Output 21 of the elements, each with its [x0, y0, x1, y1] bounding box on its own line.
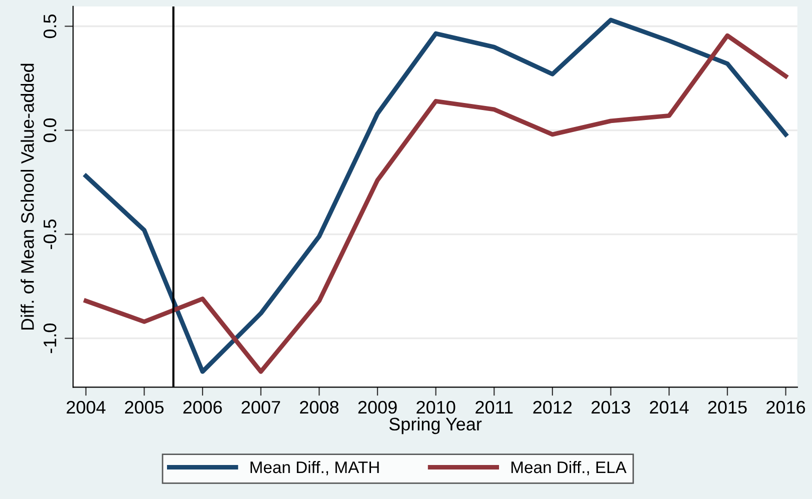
y-tick-label: 0.0 [44, 118, 56, 142]
x-tick-label: 2010 [416, 400, 456, 414]
y-tick-label: 0.5 [44, 14, 56, 38]
x-tick-label: 2015 [708, 400, 747, 414]
x-tick-label: 2004 [66, 400, 106, 414]
x-tick-label: 2009 [358, 400, 397, 414]
x-tick-label: 2007 [242, 400, 280, 414]
legend-label: Mean Diff., MATH [250, 460, 379, 476]
y-tick-label: -1.0 [44, 323, 56, 354]
x-tick-label: 2005 [125, 400, 164, 414]
x-tick-label: 2011 [476, 400, 513, 414]
x-axis-title: Spring Year [389, 417, 482, 434]
x-tick-label: 2016 [766, 400, 806, 414]
y-tick-label: -0.5 [44, 220, 56, 250]
x-tick-label: 2013 [592, 400, 630, 414]
y-axis-title: Diff. of Mean School Value-added [20, 64, 34, 330]
x-tick-label: 2012 [533, 400, 572, 414]
legend-label: Mean Diff., ELA [511, 460, 627, 476]
x-tick-label: 2008 [300, 400, 338, 414]
x-tick-label: 2006 [183, 400, 222, 414]
x-tick-label: 2014 [650, 400, 689, 414]
